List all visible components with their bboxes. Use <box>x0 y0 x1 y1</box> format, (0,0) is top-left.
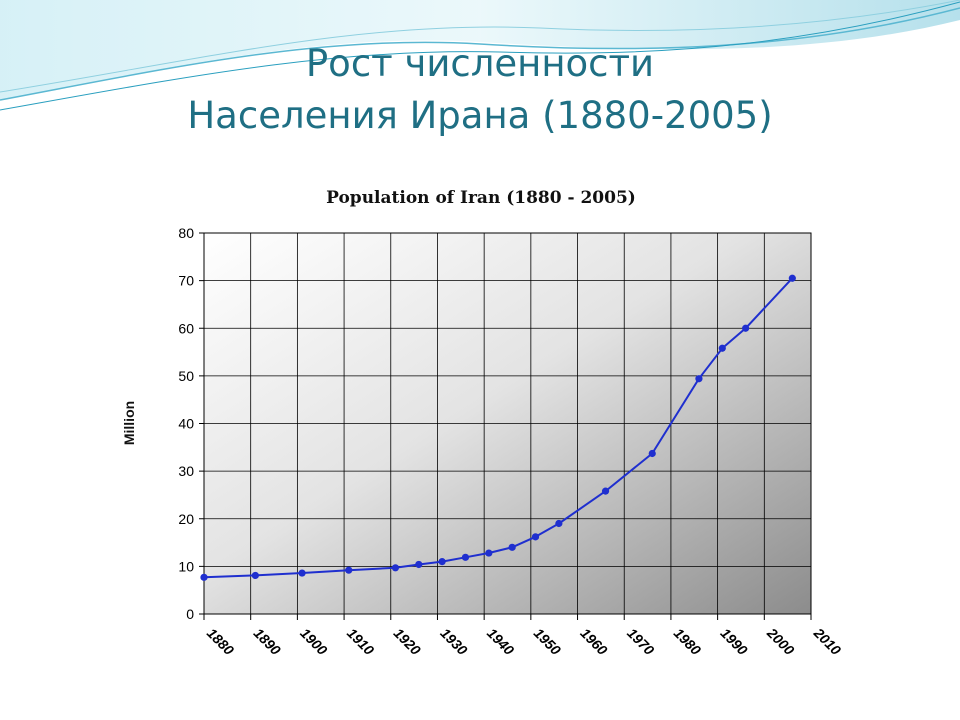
y-axis-label: Million <box>121 401 137 445</box>
y-tick-label: 10 <box>178 558 194 574</box>
data-point <box>345 566 353 574</box>
x-tick-label: 1930 <box>437 625 470 658</box>
data-point <box>485 549 493 557</box>
data-point <box>438 558 446 566</box>
x-tick-label: 1980 <box>671 625 704 658</box>
data-point <box>415 560 423 569</box>
chart-title: Population of Iran (1880 - 2005) <box>326 188 636 208</box>
x-axis-ticks: 1880 1890 1900 1910 1920 1930 1940 1950 1960 1970… <box>203 614 844 658</box>
x-tick-label: 1920 <box>391 625 424 658</box>
x-tick-label: 1950 <box>531 625 564 658</box>
data-point <box>200 573 208 581</box>
data-point <box>251 571 259 580</box>
x-tick-label: 1880 <box>204 625 237 658</box>
x-tick-label: 1990 <box>717 625 750 658</box>
x-tick-label: 1900 <box>297 625 330 658</box>
data-point <box>742 324 750 332</box>
data-point <box>601 487 610 495</box>
data-point <box>461 553 470 561</box>
y-tick-label: 50 <box>178 368 194 384</box>
data-point <box>508 543 516 551</box>
slide-title-line-1: Рост численности <box>305 42 655 85</box>
x-tick-label: 1890 <box>251 625 284 658</box>
y-axis-ticks: 0 10 20 30 40 50 60 70 80 <box>178 225 204 622</box>
y-tick-label: 80 <box>178 225 194 241</box>
x-tick-label: 1960 <box>577 625 610 658</box>
data-point <box>695 375 703 383</box>
data-point <box>298 569 306 577</box>
slide-title-line-2: Населения Ирана (1880-2005) <box>187 94 773 137</box>
data-point <box>391 564 400 572</box>
x-tick-label: 1910 <box>344 625 377 658</box>
x-tick-label: 2000 <box>763 624 797 658</box>
data-point <box>718 344 726 352</box>
x-tick-label: 2010 <box>810 624 844 658</box>
x-tick-label: 1940 <box>484 625 517 658</box>
y-tick-label: 20 <box>178 511 194 527</box>
series-population <box>200 274 796 581</box>
y-tick-label: 30 <box>178 463 194 479</box>
data-point <box>648 449 656 458</box>
y-tick-label: 70 <box>178 273 194 289</box>
x-tick-label: 1970 <box>624 625 657 658</box>
series-line <box>203 277 794 579</box>
y-tick-label: 40 <box>178 416 194 432</box>
slide-title: Рост численности Населения Ирана (1880-2… <box>0 38 960 142</box>
data-point <box>788 274 796 282</box>
y-tick-label: 60 <box>178 320 194 336</box>
data-point <box>555 519 563 528</box>
y-tick-label: 0 <box>186 606 194 622</box>
data-point <box>531 533 540 541</box>
